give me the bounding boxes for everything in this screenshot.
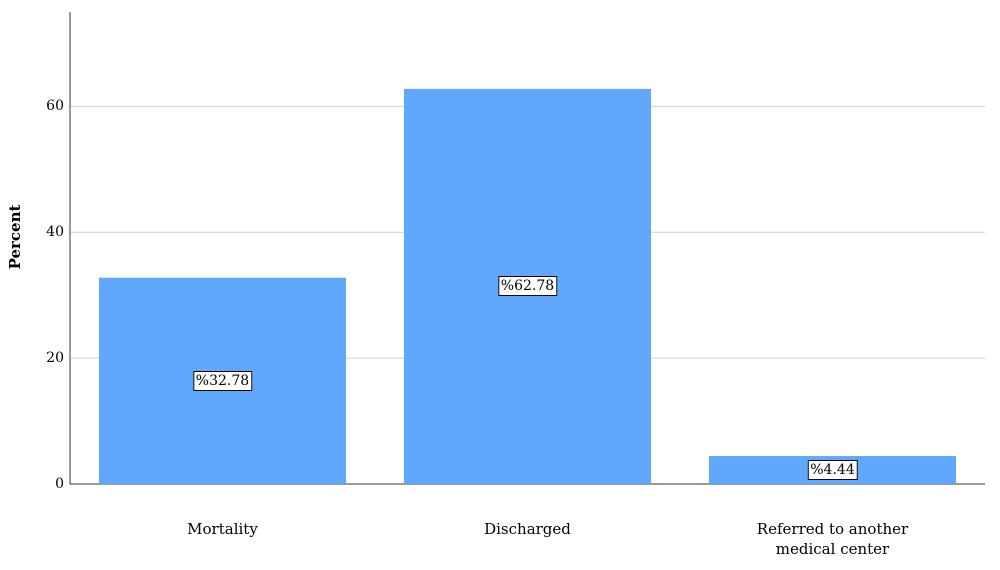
- data-label: %62.78: [497, 276, 558, 297]
- y-tick-label: 0: [55, 476, 64, 492]
- y-tick-label: 60: [46, 98, 64, 115]
- x-tick-label: Mortality: [187, 520, 258, 538]
- data-label: %32.78: [192, 370, 253, 391]
- data-label: %4.44: [807, 460, 858, 481]
- y-tick-label: 20: [46, 350, 64, 367]
- x-tick-label: Discharged: [484, 520, 571, 538]
- x-tick-label: Referred to another medical center: [756, 520, 909, 558]
- y-tick-label: 40: [46, 224, 64, 241]
